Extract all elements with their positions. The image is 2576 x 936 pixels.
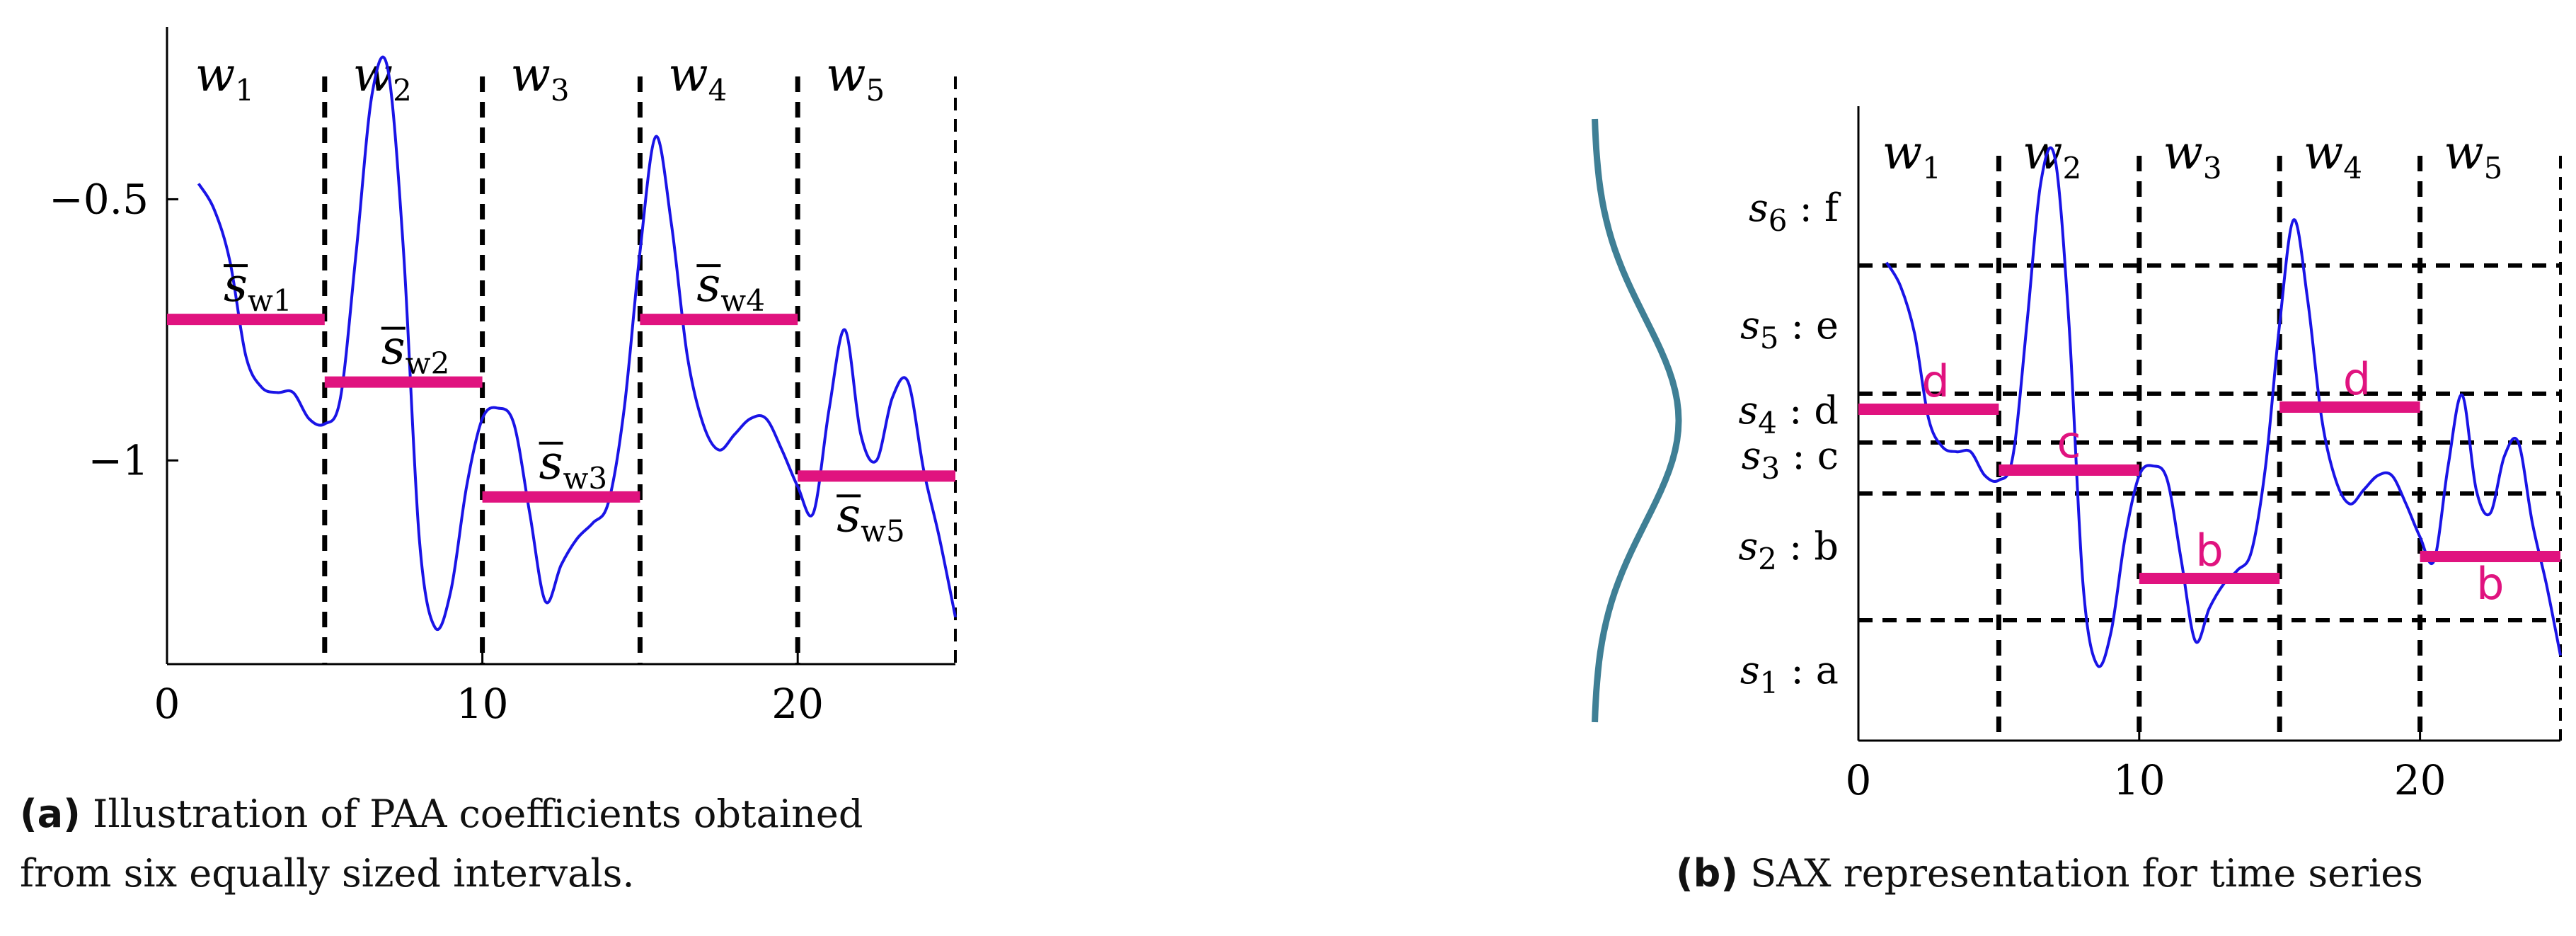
x-tick-label-1: 10 — [2113, 756, 2166, 804]
region-label-4: s4 : d — [1738, 388, 1839, 440]
time-series-line — [1885, 146, 2562, 668]
window-label-1: w1 — [1882, 125, 1941, 186]
region-label-5: s5 : e — [1740, 303, 1839, 355]
x-tick-label-0: 0 — [154, 680, 180, 728]
caption-a: (a) Illustration of PAA coefficients obt… — [20, 784, 863, 903]
caption-b-text: SAX representation for time series — [1750, 851, 2423, 896]
sax-letter-3: b — [2195, 525, 2223, 576]
sax-letter-1: d — [1922, 355, 1950, 407]
window-label-5: w5 — [2444, 125, 2502, 186]
region-label-6: s6 : f — [1749, 186, 1841, 238]
x-tick-label-1: 10 — [456, 680, 509, 728]
window-label-4: w4 — [668, 47, 727, 108]
caption-a-line2: from six equally sized intervals. — [20, 851, 635, 896]
window-label-4: w4 — [2304, 125, 2362, 186]
x-tick-label-2: 20 — [2394, 756, 2446, 804]
x-tick-label-0: 0 — [1846, 756, 1872, 804]
sax-letter-2: c — [2057, 416, 2081, 468]
time-series-line — [197, 55, 957, 631]
y-tick-label-0: −0.5 — [49, 175, 149, 223]
caption-a-line1: Illustration of PAA coefficients obtaine… — [92, 792, 863, 836]
region-label-3: s3 : c — [1742, 433, 1839, 486]
caption-b-tag: (b) — [1676, 851, 1739, 896]
caption-b: (b) SAX representation for time series — [1676, 844, 2423, 903]
gaussian-curve — [1592, 118, 1682, 723]
region-label-1: s1 : a — [1740, 648, 1839, 700]
window-label-1: w1 — [195, 47, 254, 108]
y-tick-label-1: −1 — [88, 436, 149, 484]
sax-letter-4: d — [2343, 353, 2371, 405]
x-tick-label-2: 20 — [771, 680, 824, 728]
window-label-2: w2 — [2023, 125, 2081, 186]
window-label-3: w3 — [2163, 125, 2221, 186]
paa-label-5: sw5 — [836, 488, 905, 548]
window-label-5: w5 — [826, 47, 885, 108]
sax-letter-5: b — [2476, 558, 2504, 610]
region-label-2: s2 : b — [1738, 524, 1839, 576]
window-label-3: w3 — [510, 47, 569, 108]
sax-chart: 0 10 20 w1 w2 w3 w4 w5 s1 : a s2 : b s3 : cs4 : d s… — [1592, 106, 2562, 804]
caption-a-tag: (a) — [20, 792, 81, 836]
